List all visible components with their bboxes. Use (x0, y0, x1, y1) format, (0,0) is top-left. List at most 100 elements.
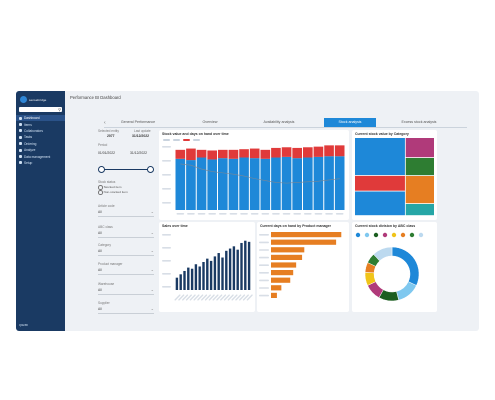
warehouse-dropdown[interactable]: All ⌄ (98, 287, 154, 295)
tick-label (201, 294, 208, 301)
tick-label (231, 294, 238, 301)
tick-label (229, 213, 238, 215)
search-input[interactable]: ⚲ (19, 107, 62, 112)
article-code-dropdown[interactable]: All ⌄ (98, 209, 154, 217)
radio-stocked-item[interactable]: Stocked item (98, 185, 121, 190)
tab-stock-analysis[interactable]: Stock analysis (324, 118, 376, 127)
dropdown-value: All (98, 288, 102, 292)
tab-availability-analysis[interactable]: Availability analysis (263, 120, 295, 124)
chevron-down-icon: ⌄ (150, 306, 154, 311)
legend-marker (409, 232, 415, 238)
legend-marker (193, 139, 200, 141)
items-icon (19, 123, 22, 127)
dropdown-value: All (98, 249, 102, 253)
slider-track (100, 168, 152, 170)
sidebar-item-tasks[interactable]: Tasks (16, 134, 65, 140)
collaborators-icon (19, 129, 22, 133)
tick-label (259, 294, 269, 297)
tick-label (219, 213, 227, 215)
treemap-cell (405, 176, 434, 204)
bar (292, 158, 302, 210)
bar (232, 246, 236, 290)
tick-label (208, 213, 216, 215)
tab-excess-stock-analysis[interactable]: Excess stock analysis (401, 120, 437, 124)
tick-label (272, 213, 280, 215)
legend-marker (391, 232, 397, 238)
tasks-icon (19, 135, 22, 139)
tick-label (314, 213, 323, 215)
tick-label (325, 213, 333, 215)
product-manager-dropdown[interactable]: All ⌄ (98, 267, 154, 275)
sidebar: sensebridge ⚲ Dashboard Items Collaborat… (16, 91, 65, 331)
days-on-hand-panel: Current days on hand by Product manager (257, 222, 349, 312)
sidebar-item-label: Setup (24, 160, 33, 165)
bar (271, 239, 337, 245)
slider-handle-end[interactable] (147, 166, 154, 173)
bar (207, 150, 217, 160)
sidebar-item-analyze[interactable]: Analyze (16, 147, 65, 153)
bar (187, 267, 190, 290)
ordering-icon (19, 142, 22, 146)
bar (244, 240, 247, 290)
bar (334, 156, 345, 210)
tick-label (259, 279, 269, 282)
search-icon: ⚲ (58, 107, 61, 112)
treemap-cell (355, 175, 405, 191)
bar (225, 250, 228, 290)
tick-label (246, 294, 253, 301)
tab-overview[interactable]: Overview (202, 120, 218, 124)
tick-label (162, 234, 171, 236)
sidebar-item-label: Dashboard (24, 116, 40, 121)
bar (194, 264, 198, 290)
sidebar-item-dashboard[interactable]: Dashboard (16, 115, 65, 122)
category-label: Category (98, 243, 111, 247)
tab-general-performance[interactable]: General Performance (120, 120, 156, 124)
abc-class-dropdown[interactable]: All ⌄ (98, 230, 154, 238)
bar (228, 158, 239, 210)
sidebar-item-data-management[interactable]: Data management (16, 153, 65, 159)
back-chevron-icon[interactable]: ‹ (104, 120, 106, 126)
pie-slice (391, 246, 420, 286)
tick-label (223, 294, 230, 301)
bar (247, 241, 251, 290)
bar (213, 256, 217, 290)
bar (271, 157, 281, 210)
category-panel: Current stock value by Category (352, 130, 437, 220)
radio-non-stocked-item[interactable]: Non-stocked item (98, 190, 128, 195)
bar (228, 149, 239, 159)
app-window: sensebridge ⚲ Dashboard Items Collaborat… (16, 91, 479, 331)
chevron-down-icon: ⌄ (150, 248, 154, 253)
stock-value-panel: Stock value and days on hand over time (159, 130, 349, 220)
sidebar-item-setup[interactable]: Setup (16, 160, 65, 166)
treemap-cell (355, 138, 405, 176)
supplier-dropdown[interactable]: All ⌄ (98, 306, 154, 314)
category-treemap (355, 138, 434, 216)
bar (221, 257, 224, 290)
slider-handle-start[interactable] (98, 166, 105, 173)
period-slider[interactable] (98, 166, 154, 173)
chevron-down-icon: ⌄ (150, 267, 154, 272)
tick-label (208, 294, 215, 301)
category-dropdown[interactable]: All ⌄ (98, 248, 154, 256)
bar (218, 158, 228, 210)
bar (271, 270, 294, 276)
tick-label (216, 294, 223, 301)
logo-text: sensebridge (29, 97, 47, 102)
tick-label (182, 294, 189, 301)
sidebar-item-collaborators[interactable]: Collaborators (16, 128, 65, 134)
dropdown-value: All (98, 268, 102, 272)
legend-marker (163, 139, 170, 141)
product-manager-label: Product manager (98, 262, 123, 266)
pie-slice (396, 281, 417, 301)
last-update-value: 31/12/2022 (132, 134, 149, 138)
selected-entity-label: Selected entity (98, 129, 119, 133)
bar (183, 270, 186, 290)
tick-label (250, 213, 259, 215)
bar (186, 160, 196, 210)
tick-label (162, 286, 171, 288)
tick-label (162, 160, 171, 162)
sidebar-item-items[interactable]: Items (16, 121, 65, 127)
dropdown-value: All (98, 231, 102, 235)
last-update-label: Last update (134, 129, 151, 133)
sidebar-item-ordering[interactable]: Ordering (16, 141, 65, 147)
